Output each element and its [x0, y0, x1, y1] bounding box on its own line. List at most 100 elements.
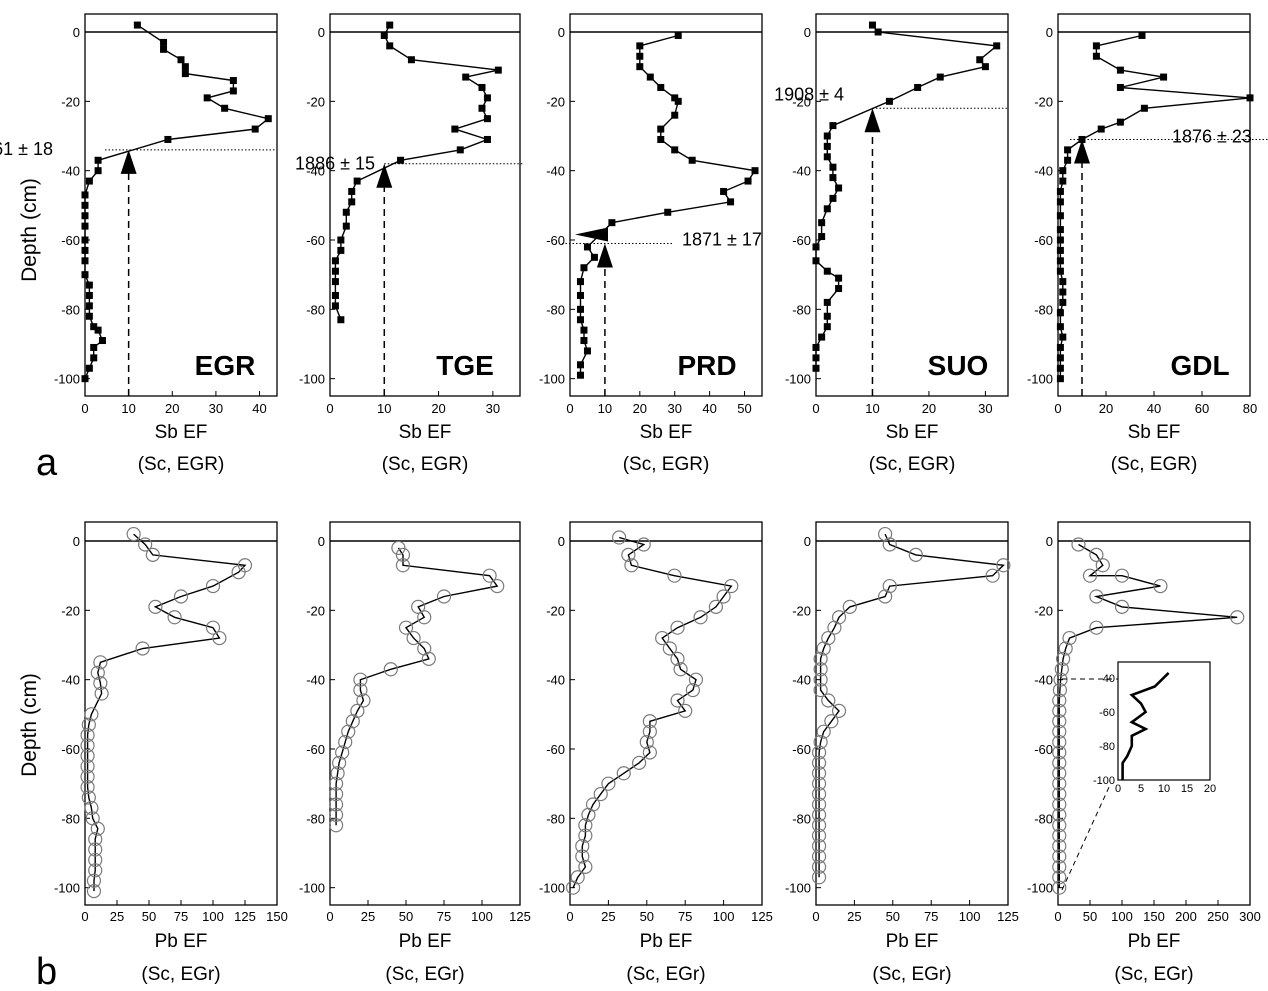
data-point — [335, 745, 350, 760]
data-point — [671, 111, 679, 119]
data-point — [936, 73, 944, 81]
data-point — [812, 364, 820, 372]
data-point — [1052, 818, 1067, 833]
x-tick-label: 75 — [437, 909, 451, 924]
arrow-marker — [376, 163, 393, 188]
data-point — [328, 807, 344, 822]
x-axis-label: Pb EF — [640, 931, 693, 952]
data-point — [1056, 309, 1064, 317]
y-tick-label: -60 — [1034, 742, 1053, 757]
data-point — [823, 298, 831, 306]
data-point — [181, 63, 189, 71]
data-point — [478, 104, 486, 112]
data-point — [812, 243, 820, 251]
x-tick-label: 0 — [812, 909, 819, 924]
x-tick-label: 0 — [326, 909, 333, 924]
data-point — [395, 558, 411, 573]
x-tick-label: 0 — [1054, 401, 1061, 416]
data-point — [411, 599, 426, 614]
y-tick-label: -60 — [61, 233, 80, 248]
y-tick-label: -40 — [792, 164, 811, 179]
data-point — [823, 132, 831, 140]
data-point — [985, 568, 1000, 583]
x-tick-label: 30 — [209, 401, 223, 416]
data-point — [331, 267, 339, 275]
data-point — [462, 73, 470, 81]
data-point — [1053, 672, 1068, 687]
data-point — [580, 337, 588, 345]
inset-y-tick-label: -60 — [1099, 707, 1115, 719]
y-tick-label: 0 — [558, 534, 565, 549]
data-point — [590, 253, 598, 261]
data-point — [406, 630, 421, 646]
data-point — [693, 610, 708, 625]
y-tick-label: -20 — [792, 603, 811, 618]
data-point — [353, 682, 368, 698]
data-point — [1056, 651, 1071, 666]
data-point — [670, 620, 685, 635]
data-point — [816, 724, 831, 739]
data-point — [1092, 52, 1100, 60]
data-point — [1056, 246, 1064, 254]
data-point — [670, 693, 685, 708]
x-axis-sublabel: (Sc, EGr) — [141, 964, 220, 985]
data-point — [84, 707, 99, 722]
data-point — [670, 651, 685, 666]
data-point — [85, 312, 93, 320]
data-point — [94, 167, 102, 175]
data-point — [86, 873, 102, 888]
data-point — [348, 198, 356, 206]
data-point — [456, 146, 464, 154]
data-point — [727, 198, 735, 206]
y-tick-label: -60 — [792, 742, 811, 757]
data-point — [417, 610, 432, 625]
x-tick-label: 10 — [121, 401, 135, 416]
data-point — [1056, 236, 1064, 244]
data-point — [813, 651, 828, 666]
data-point — [1059, 278, 1067, 286]
data-point — [1052, 828, 1067, 843]
data-point — [397, 156, 405, 164]
site-label-prd: PRD — [677, 350, 736, 381]
data-point — [823, 153, 831, 161]
x-tick-label: 50 — [886, 909, 900, 924]
inset-connector — [1061, 784, 1111, 891]
data-point — [976, 56, 984, 64]
data-point — [1230, 610, 1245, 625]
data-point — [642, 714, 657, 729]
data-point — [616, 766, 631, 781]
x-tick-label: 20 — [1099, 401, 1113, 416]
y-tick-label: -40 — [792, 673, 811, 688]
arrow-marker — [1074, 139, 1090, 164]
data-point — [1052, 849, 1067, 864]
site-label-suo: SUO — [928, 350, 989, 381]
data-point — [823, 312, 831, 320]
x-tick-label: 50 — [640, 909, 654, 924]
data-point — [81, 375, 89, 383]
x-tick-label: 20 — [165, 401, 179, 416]
data-point — [674, 97, 682, 105]
data-point — [811, 849, 827, 864]
series-line — [818, 533, 1005, 878]
data-point — [813, 672, 828, 687]
y-tick-label: -40 — [1034, 164, 1053, 179]
y-tick-label: -20 — [61, 603, 80, 618]
dating-annotation: 1876 ± 23 — [1172, 126, 1252, 146]
data-point — [678, 703, 693, 718]
data-point — [823, 142, 831, 150]
data-point — [421, 651, 436, 666]
x-tick-label: 80 — [1243, 401, 1257, 416]
y-tick-label: -80 — [792, 302, 811, 317]
y-tick-label: -100 — [299, 372, 325, 387]
y-tick-label: 0 — [1046, 25, 1053, 40]
data-point — [1054, 662, 1069, 677]
data-point — [632, 755, 647, 770]
data-point — [86, 884, 102, 899]
data-point — [823, 323, 831, 331]
x-tick-label: 25 — [601, 909, 615, 924]
data-point — [383, 662, 398, 677]
x-tick-label: 50 — [737, 401, 751, 416]
x-axis-sublabel: (Sc, EGr) — [1114, 964, 1193, 985]
data-point — [664, 208, 672, 216]
